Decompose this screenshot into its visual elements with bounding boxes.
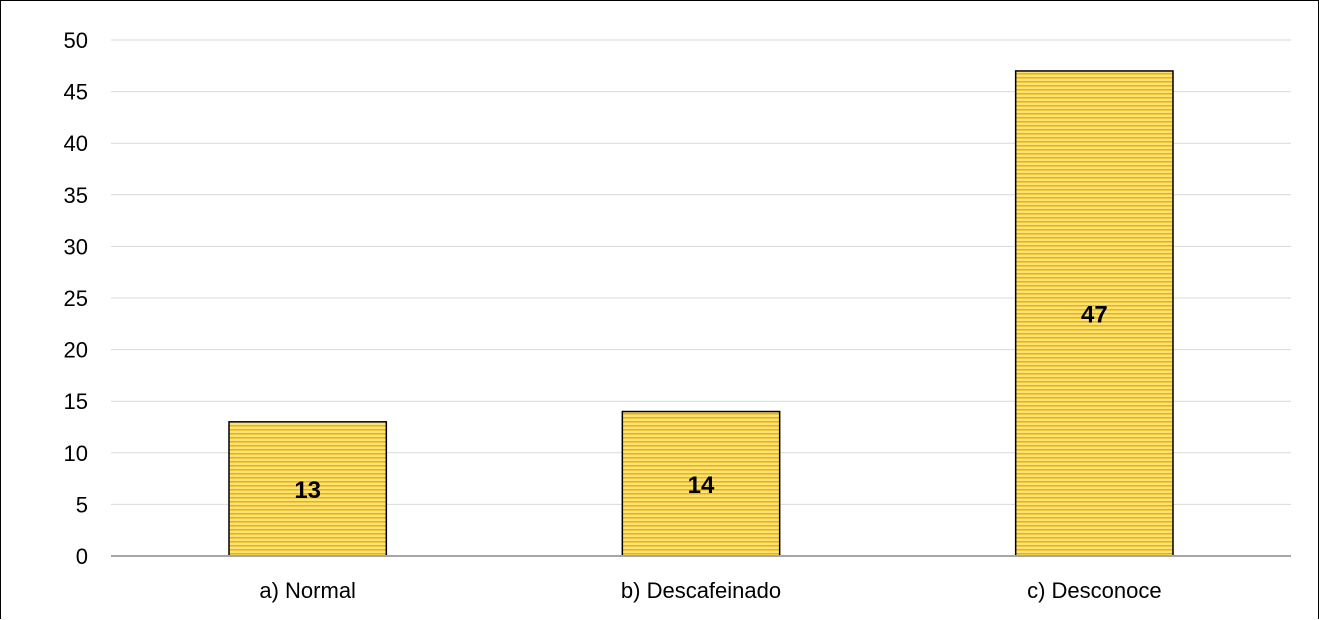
bar	[228, 421, 388, 557]
data-label: 47	[1081, 301, 1108, 328]
data-label: 14	[688, 472, 715, 499]
bar	[621, 410, 781, 557]
data-label: 13	[294, 477, 321, 504]
y-tick-label: 40	[64, 131, 88, 156]
y-tick-label: 10	[64, 441, 88, 466]
x-category-label: c) Desconoce	[1027, 578, 1162, 603]
y-tick-label: 45	[64, 80, 88, 105]
y-tick-label: 5	[76, 492, 88, 517]
y-tick-label: 20	[64, 338, 88, 363]
y-tick-label: 30	[64, 234, 88, 259]
y-axis-ticks: 0 5 10 15 20 25 30 35 40 45 50	[64, 28, 88, 569]
y-tick-label: 50	[64, 28, 88, 53]
x-category-label: a) Normal	[259, 578, 356, 603]
y-tick-label: 25	[64, 286, 88, 311]
data-labels: 13 14 47	[294, 301, 1107, 503]
y-tick-label: 0	[76, 544, 88, 569]
x-axis-labels: a) Normal b) Descafeinado c) Desconoce	[259, 578, 1161, 603]
y-tick-label: 35	[64, 183, 88, 208]
x-category-label: b) Descafeinado	[621, 578, 781, 603]
y-tick-label: 15	[64, 389, 88, 414]
